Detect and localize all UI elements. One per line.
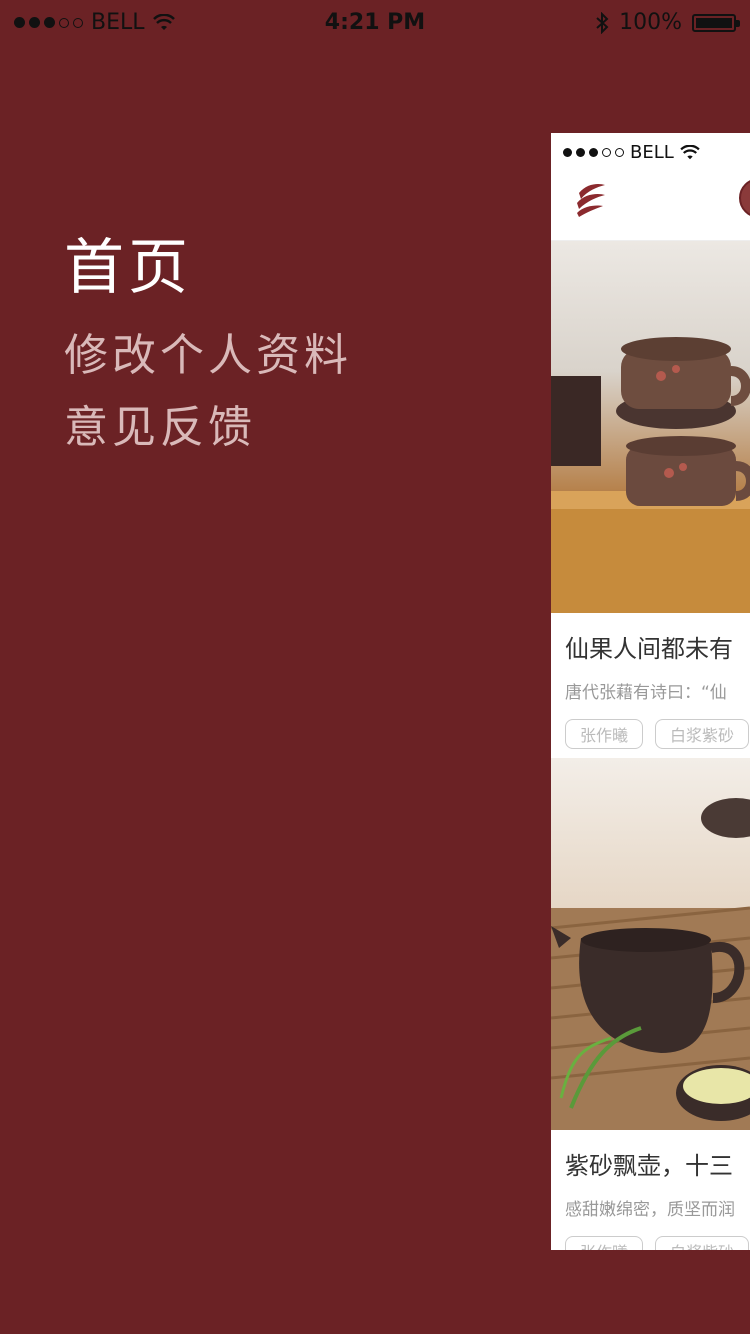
card-image-teapot[interactable] <box>551 758 750 1130</box>
status-left: BELL <box>14 10 175 35</box>
preview-wifi-icon <box>680 144 700 159</box>
teapot-illustration <box>551 798 750 1130</box>
signal-icon <box>14 17 83 28</box>
status-time: 4:21 PM <box>324 10 426 35</box>
preview-signal-icon <box>563 148 624 157</box>
card-desc: 感甜嫩绵密，质坚而润 <box>565 1200 735 1220</box>
menu-item-feedback[interactable]: 意见反馈 <box>64 402 256 453</box>
card-title: 仙果人间都未有 <box>565 635 733 663</box>
card-tags: 张作曦 白浆紫砂 <box>565 1236 750 1250</box>
battery-icon <box>692 13 740 32</box>
card-tags: 张作曦 白浆紫砂 <box>565 719 750 749</box>
bluetooth-icon <box>596 11 609 34</box>
avatar[interactable] <box>739 178 750 218</box>
side-menu: 首页 修改个人资料 意见反馈 <box>64 238 352 450</box>
wifi-icon <box>152 13 175 30</box>
brand-logo-icon <box>577 183 605 217</box>
status-right: 100% <box>595 10 740 35</box>
carrier-label: BELL <box>91 10 145 35</box>
card-body[interactable]: 紫砂飘壶，十三 感甜嫩绵密，质坚而润 张作曦 白浆紫砂 <box>551 1130 750 1250</box>
card-image-tea-set[interactable] <box>551 241 750 613</box>
status-bar: BELL 4:21 PM 100% <box>0 0 750 46</box>
tag-material[interactable]: 白浆紫砂 <box>655 1236 750 1250</box>
battery-percent: 100% <box>619 10 682 35</box>
menu-item-edit-profile[interactable]: 修改个人资料 <box>64 330 352 381</box>
preview-status-left: BELL <box>563 142 700 163</box>
preview-carrier-label: BELL <box>630 142 674 163</box>
menu-item-home[interactable]: 首页 <box>64 233 192 303</box>
preview-nav-bar <box>551 173 750 241</box>
tag-author[interactable]: 张作曦 <box>565 1236 644 1250</box>
main-screen-preview[interactable]: BELL <box>551 133 750 1250</box>
tag-author[interactable]: 张作曦 <box>565 719 644 749</box>
card-title: 紫砂飘壶，十三 <box>565 1152 733 1180</box>
tag-material[interactable]: 白浆紫砂 <box>655 719 750 749</box>
battery-fill <box>696 17 732 28</box>
card-body[interactable]: 仙果人间都未有 唐代张藉有诗曰：“仙 张作曦 白浆紫砂 <box>551 613 750 758</box>
tea-set-illustration <box>551 337 750 613</box>
card-desc: 唐代张藉有诗曰：“仙 <box>565 683 727 703</box>
preview-status-bar: BELL <box>551 133 750 173</box>
